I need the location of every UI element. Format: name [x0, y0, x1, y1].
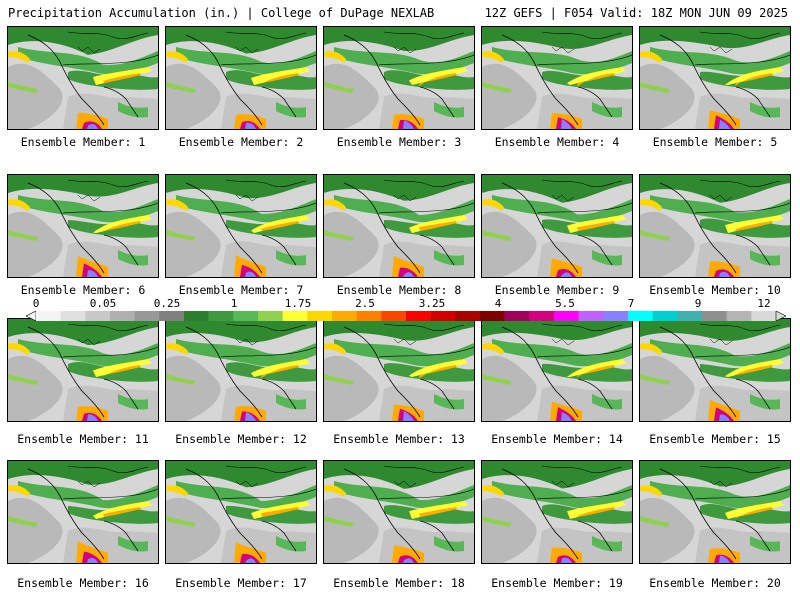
member-label: Ensemble Member: 19	[491, 576, 623, 590]
colorbar-tick-label: 3.25	[418, 297, 446, 310]
colorbar-swatch	[233, 311, 259, 321]
colorbar-swatch	[702, 311, 727, 321]
colorbar-swatch	[208, 311, 234, 321]
member-label: Ensemble Member: 11	[17, 432, 149, 446]
colorbar-swatch	[85, 311, 111, 321]
member-label: Ensemble Member: 14	[491, 432, 623, 446]
colorbar-tick-label: 7	[627, 297, 635, 310]
colorbar-swatch	[282, 311, 308, 321]
colorbar-tick-label: 1	[230, 297, 238, 310]
colorbar-tick-label: 4	[494, 297, 502, 310]
colorbar-right-arrow	[775, 311, 786, 321]
member-map-14	[481, 318, 633, 422]
member-label: Ensemble Member: 7	[178, 283, 304, 297]
member-label: Ensemble Member: 9	[494, 283, 620, 297]
colorbar-swatch	[578, 311, 604, 321]
member-label: Ensemble Member: 16	[17, 576, 149, 590]
member-map-16	[7, 460, 159, 564]
member-map-19	[481, 460, 633, 564]
colorbar-swatch	[529, 311, 555, 321]
colorbar-tick-label: 0.05	[89, 297, 117, 310]
member-label: Ensemble Member: 12	[175, 432, 307, 446]
member-map-11	[7, 318, 159, 422]
member-label: Ensemble Member: 17	[175, 576, 307, 590]
colorbar-swatch	[36, 311, 61, 321]
member-label: Ensemble Member: 5	[652, 135, 778, 149]
member-map-17	[165, 460, 317, 564]
member-label: Ensemble Member: 6	[20, 283, 146, 297]
member-label: Ensemble Member: 20	[649, 576, 781, 590]
colorbar-swatch	[652, 311, 678, 321]
colorbar-swatch	[60, 311, 86, 321]
colorbar-swatch	[159, 311, 185, 321]
colorbar-tick-label: 0	[32, 297, 40, 310]
page-title: Precipitation Accumulation (in.) | Colle…	[8, 6, 435, 20]
member-map-13	[323, 318, 475, 422]
colorbar-tick-label: 2.5	[355, 297, 375, 310]
colorbar-swatch	[307, 311, 333, 321]
colorbar-swatch	[332, 311, 357, 321]
member-label: Ensemble Member: 15	[649, 432, 781, 446]
member-map-4	[481, 26, 633, 130]
colorbar-swatch	[110, 311, 135, 321]
colorbar-swatch	[356, 311, 382, 321]
member-label: Ensemble Member: 18	[333, 576, 465, 590]
colorbar-tick-label: 0.25	[153, 297, 181, 310]
colorbar-swatch	[455, 311, 481, 321]
member-map-2	[165, 26, 317, 130]
run-info: 12Z GEFS | F054 Valid: 18Z MON JUN 09 20…	[484, 6, 788, 20]
member-map-20	[639, 460, 791, 564]
colorbar-swatch	[184, 311, 209, 321]
colorbar-swatch	[751, 311, 777, 321]
member-label: Ensemble Member: 1	[20, 135, 146, 149]
colorbar-swatch	[134, 311, 160, 321]
colorbar-swatch	[628, 311, 653, 321]
colorbar-tick-label: 9	[694, 297, 702, 310]
member-map-18	[323, 460, 475, 564]
member-label: Ensemble Member: 3	[336, 135, 462, 149]
member-map-9	[481, 174, 633, 278]
precip-colorbar	[26, 311, 786, 321]
member-map-1	[7, 26, 159, 130]
member-map-10	[639, 174, 791, 278]
member-map-12	[165, 318, 317, 422]
colorbar-swatch	[406, 311, 431, 321]
colorbar-tick-label: 12	[757, 297, 771, 310]
member-label: Ensemble Member: 13	[333, 432, 465, 446]
member-label: Ensemble Member: 4	[494, 135, 620, 149]
member-map-7	[165, 174, 317, 278]
member-label: Ensemble Member: 8	[336, 283, 462, 297]
colorbar-swatch	[554, 311, 579, 321]
colorbar-swatch	[726, 311, 752, 321]
colorbar-swatch	[381, 311, 407, 321]
colorbar-swatch	[504, 311, 530, 321]
member-label: Ensemble Member: 10	[649, 283, 781, 297]
colorbar-swatch	[430, 311, 456, 321]
member-map-15	[639, 318, 791, 422]
member-map-3	[323, 26, 475, 130]
member-map-6	[7, 174, 159, 278]
member-map-8	[323, 174, 475, 278]
colorbar-tick-label: 5.5	[555, 297, 575, 310]
colorbar-swatch	[480, 311, 505, 321]
colorbar-swatch	[258, 311, 283, 321]
member-map-5	[639, 26, 791, 130]
colorbar-left-arrow	[26, 311, 37, 321]
member-label: Ensemble Member: 2	[178, 135, 304, 149]
colorbar-swatch	[603, 311, 629, 321]
colorbar-tick-label: 1.75	[284, 297, 312, 310]
colorbar-swatch	[677, 311, 703, 321]
